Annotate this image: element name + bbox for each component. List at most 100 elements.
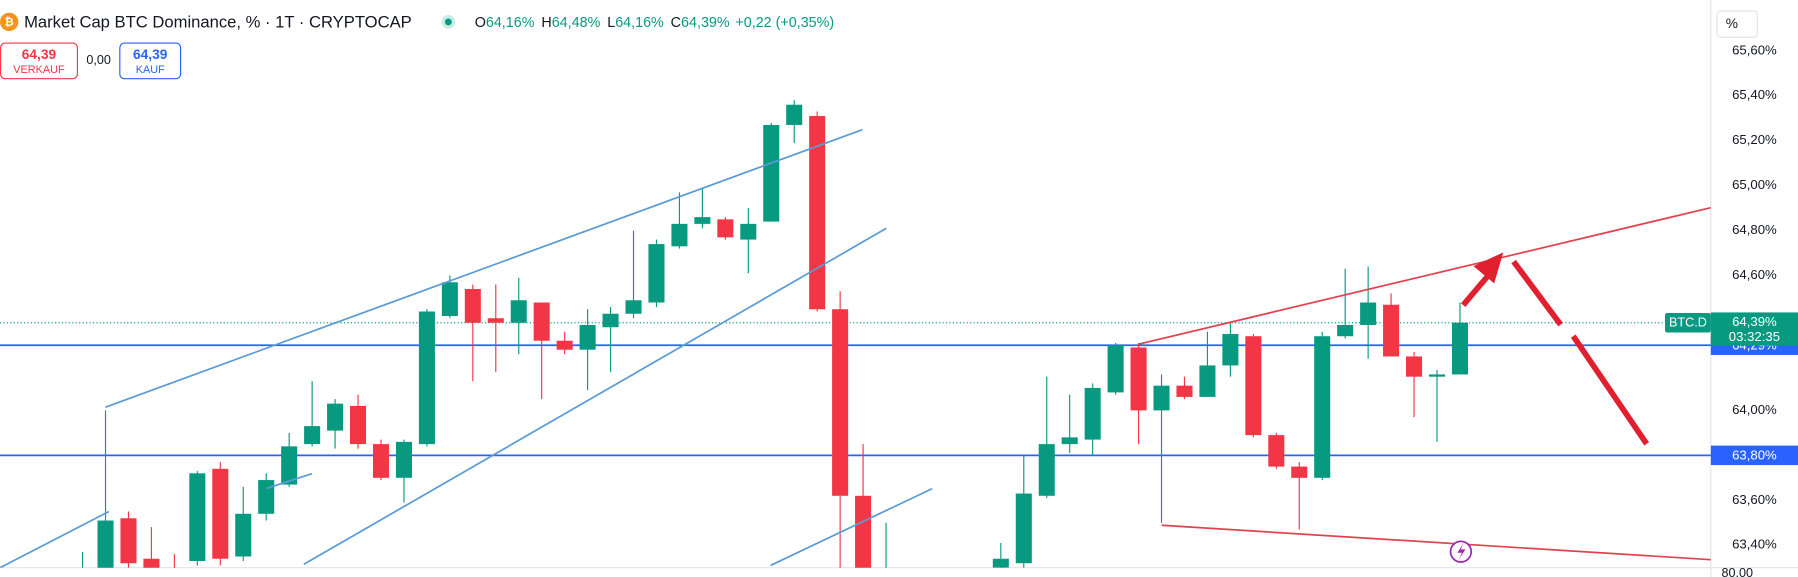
candle-body <box>832 309 849 496</box>
sell-button[interactable] <box>0 42 78 80</box>
candle-body <box>1360 302 1377 325</box>
candle-body <box>395 441 412 478</box>
candle-body <box>1451 322 1468 375</box>
legend-key: L <box>607 15 615 31</box>
candle-body <box>235 513 252 557</box>
candle-body <box>1107 345 1124 393</box>
candle-body <box>992 558 1009 568</box>
candle-body <box>327 403 344 431</box>
y-tick-label: 63,40% <box>1732 537 1777 552</box>
projection-line <box>1511 259 1563 327</box>
candle-body <box>304 426 321 445</box>
candle-body <box>143 558 160 568</box>
candle-body <box>579 324 596 350</box>
symbol-label-bg <box>1664 312 1711 333</box>
legend-value: 64,48% <box>552 15 601 31</box>
candle-body <box>1130 347 1147 411</box>
candle-body <box>533 302 550 341</box>
channel-line <box>303 227 887 566</box>
status-dot-core <box>444 18 452 26</box>
candle-body <box>740 223 757 240</box>
wedge-line <box>1161 524 1711 561</box>
candle-body <box>1176 385 1193 397</box>
candle-body <box>350 405 367 445</box>
candle-body <box>418 311 435 445</box>
candle-body <box>648 244 665 303</box>
legend-key: O <box>475 15 486 31</box>
arrow-head <box>1473 252 1504 284</box>
ohlc-legend: O64,16% H64,48% L64,16% C64,39% +0,22 (+0,35… <box>475 15 834 31</box>
y-tick-label: 65,20% <box>1732 132 1777 147</box>
candle-body <box>258 480 275 514</box>
candles <box>81 100 1468 568</box>
sell-label: VERKAUF <box>13 64 65 76</box>
candle-body <box>510 300 527 323</box>
header-bg <box>0 6 849 40</box>
candle-body <box>1153 385 1170 411</box>
drawings <box>0 128 1711 568</box>
candle-body <box>1038 444 1055 496</box>
spread: 0,00 <box>86 53 111 67</box>
legend-value: 64,39% <box>681 15 730 31</box>
y-tick-label: 63,60% <box>1732 492 1777 507</box>
price-label-bg <box>1710 445 1798 466</box>
buy-price: 64,39 <box>133 47 168 62</box>
candle-body <box>855 495 872 568</box>
y-tick-label: 64,80% <box>1732 222 1777 237</box>
y-tick-label: 65,60% <box>1732 42 1777 57</box>
legend-key: C <box>671 15 681 31</box>
candle-body <box>556 340 573 350</box>
candle-body <box>97 520 114 568</box>
candle-body <box>1291 466 1308 478</box>
y-tick-label: 64,00% <box>1732 402 1777 417</box>
candle-body <box>1061 437 1078 445</box>
candle-body <box>212 468 229 559</box>
buy-button[interactable] <box>119 42 182 80</box>
coin-icon <box>0 12 19 32</box>
channel-line <box>0 510 110 568</box>
candle-body <box>1222 333 1239 366</box>
channel-line <box>770 487 933 567</box>
legend-change: +0,22 (+0,35%) <box>735 15 834 31</box>
candle-body <box>1337 324 1354 337</box>
sell-price: 64,39 <box>22 47 57 62</box>
legend-key: H <box>541 15 551 31</box>
candle-body <box>189 473 206 561</box>
arrow-shaft <box>1460 273 1491 307</box>
candle-body <box>1199 365 1216 397</box>
projection-line <box>1570 334 1650 446</box>
coin-symbol: ₿ <box>5 17 14 29</box>
candle-body <box>120 518 137 564</box>
candle-body <box>1015 493 1032 564</box>
candle-body <box>602 313 619 328</box>
candle-body <box>1268 435 1285 467</box>
candle-body <box>809 115 826 310</box>
buy-label: KAUF <box>136 64 165 76</box>
price-label: 63,80% <box>1732 447 1777 462</box>
candle-body <box>1428 374 1446 377</box>
last-price-label: 64,39% <box>1732 314 1777 329</box>
last-price-bg <box>1710 312 1798 346</box>
candle-body <box>763 124 780 222</box>
candle-body <box>464 289 481 323</box>
candle-body <box>1383 304 1400 357</box>
candle-body <box>786 104 803 125</box>
candle-body <box>372 444 390 478</box>
symbol-label: BTC.D <box>1669 316 1707 330</box>
y-tick-label: 65,40% <box>1732 87 1777 102</box>
candle-body <box>1245 336 1262 436</box>
unit-box[interactable] <box>1716 10 1758 38</box>
candle-body <box>441 282 458 316</box>
candle-body <box>1406 356 1423 377</box>
chart-title: Market Cap BTC Dominance, % · 1T · CRYPT… <box>24 12 412 31</box>
legend-value: 64,16% <box>615 15 664 31</box>
price-axis: 65,60% 65,40% 65,20% 65,00% 64,80% 64,60% 64,0… <box>1664 42 1798 552</box>
candle-body <box>717 219 734 238</box>
axis-unit: % <box>1726 16 1738 31</box>
countdown: 03:32:35 <box>1729 329 1780 344</box>
y-tick-label: 65,00% <box>1732 177 1777 192</box>
lightning <box>1457 543 1466 560</box>
